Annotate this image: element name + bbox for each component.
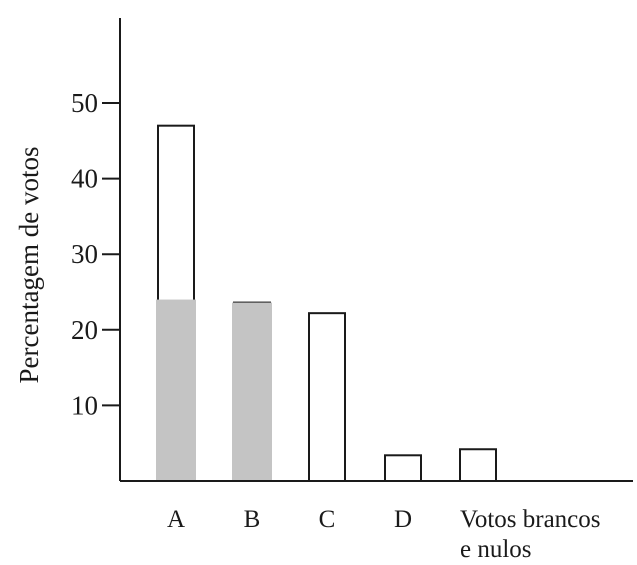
labels-layer: 10 20 30 40 50 A B C D Votos brancos e nulos	[71, 88, 601, 563]
y-tick-label-10: 10	[71, 390, 98, 420]
y-tick-label-40: 40	[71, 164, 98, 194]
bar-5	[459, 448, 497, 482]
y-tick-label-20: 20	[71, 315, 98, 345]
y-tick-label-50: 50	[71, 88, 98, 118]
x-category-label-4: D	[394, 506, 412, 533]
bar-3	[308, 312, 346, 482]
x-category-label-3: C	[319, 506, 336, 533]
bar-4	[384, 454, 422, 482]
shaded-bar-1	[156, 299, 196, 481]
shaded-bar-2	[232, 302, 272, 481]
x-category-label-5-line-2: e nulos	[460, 536, 532, 560]
bars-layer	[156, 124, 497, 483]
x-category-label-5-line-1: Votos brancos	[460, 506, 601, 533]
y-axis-title: Percentagem de votos	[14, 147, 44, 384]
axes-layer	[102, 18, 633, 482]
x-category-label-2: B	[244, 506, 261, 533]
y-tick-label-30: 30	[71, 239, 98, 269]
x-category-label-1: A	[167, 506, 185, 533]
